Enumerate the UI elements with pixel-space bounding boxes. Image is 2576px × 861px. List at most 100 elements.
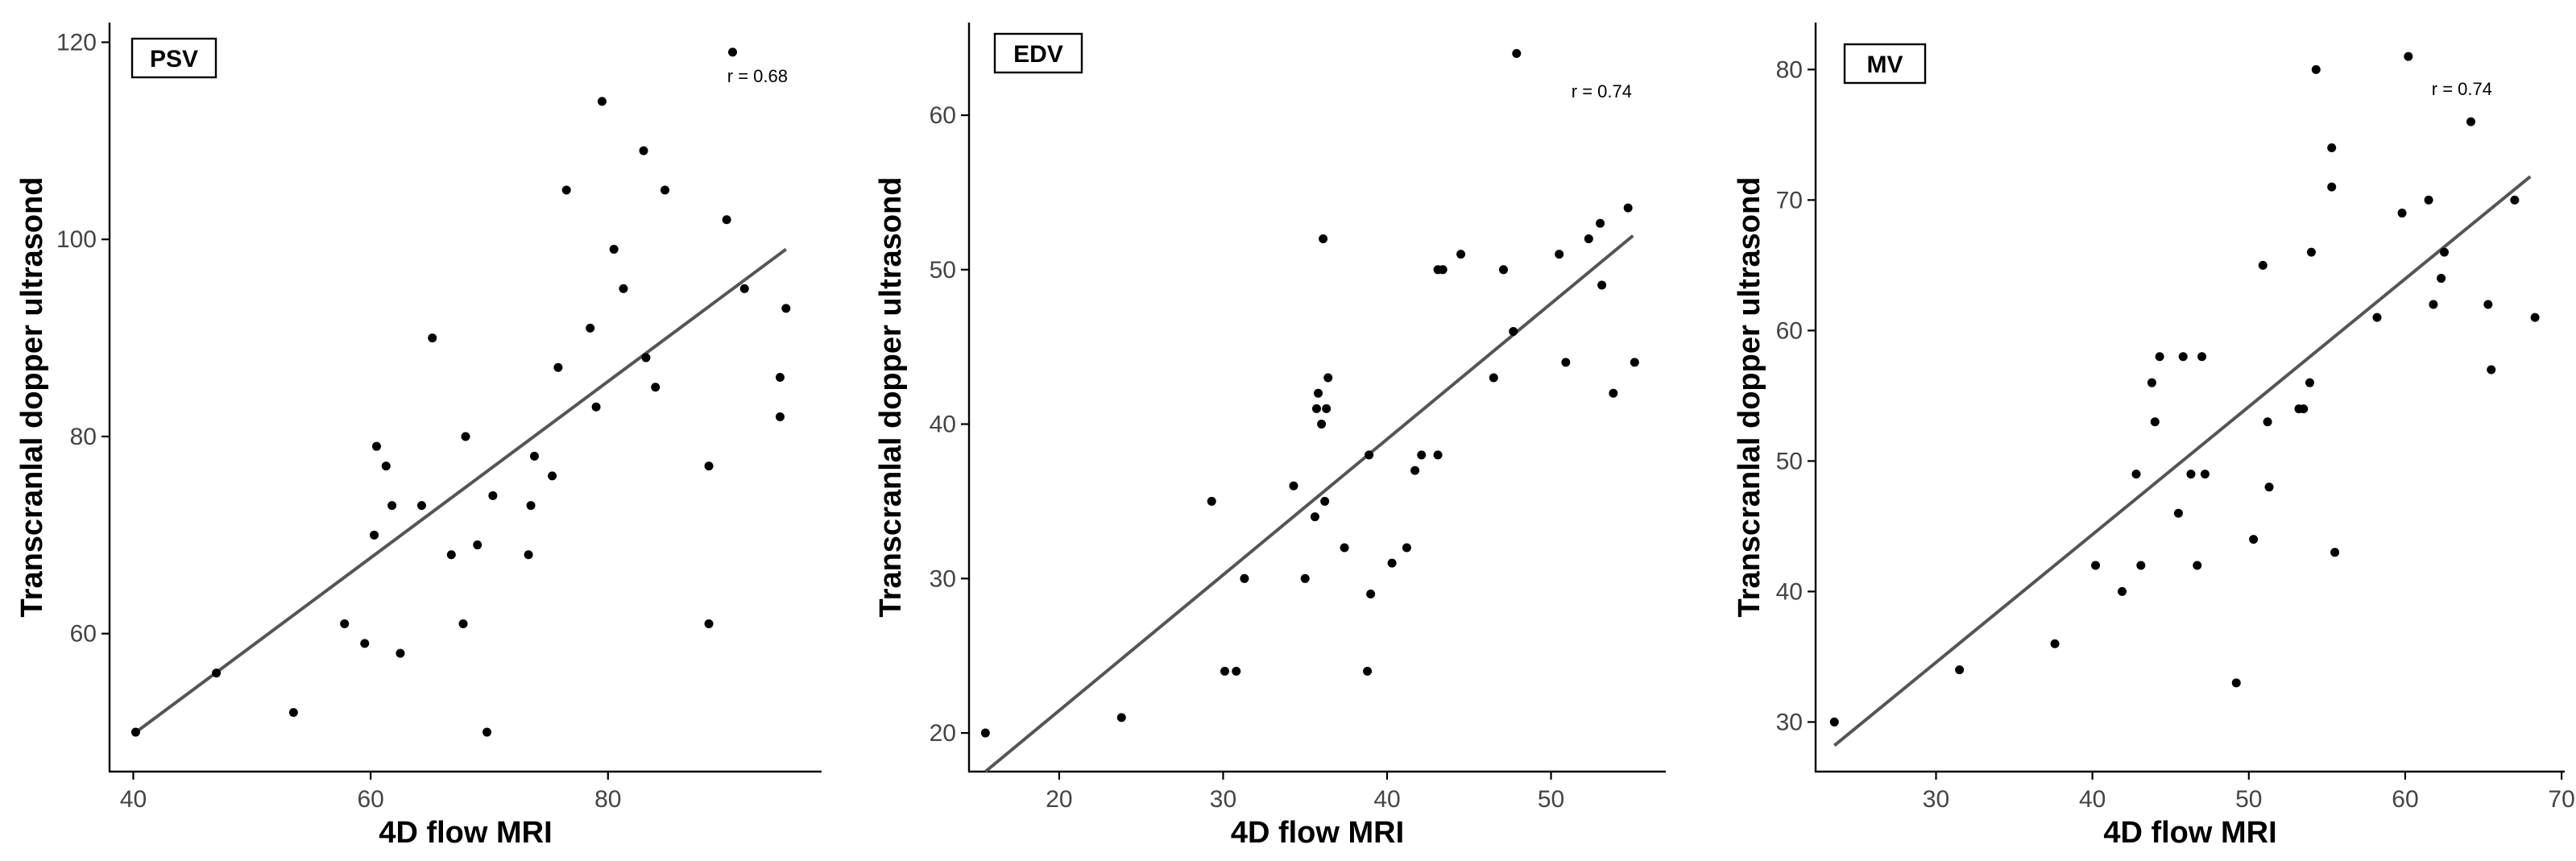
scatter-point <box>1311 404 1321 413</box>
x-tick-label: 60 <box>357 786 383 813</box>
scatter-point <box>2264 482 2274 492</box>
scatter-point <box>661 185 670 195</box>
scatter-point <box>1555 250 1564 259</box>
scatter-point <box>1955 665 1965 675</box>
scatter-point <box>2510 195 2520 205</box>
scatter-point <box>524 550 533 560</box>
y-tick-label: 20 <box>930 720 956 747</box>
scatter-point <box>1363 666 1373 676</box>
x-tick-label: 70 <box>2548 786 2574 813</box>
scatter-point <box>2429 300 2438 309</box>
scatter-point <box>1630 358 1639 367</box>
scatter-point <box>781 304 791 313</box>
y-tick-label: 100 <box>56 226 97 253</box>
x-axis-title: 4D flow MRI <box>2103 816 2276 850</box>
y-tick-label: 80 <box>1776 56 1803 83</box>
scatter-point <box>2263 417 2272 427</box>
scatter-point <box>651 383 661 392</box>
scatter-point <box>641 353 651 362</box>
scatter-point <box>1433 450 1443 460</box>
scatter-point <box>529 451 539 461</box>
scatter-point <box>2186 470 2196 479</box>
scatter-point <box>2306 247 2316 257</box>
x-tick-label: 80 <box>594 786 621 813</box>
scatter-point <box>2327 182 2337 192</box>
scatter-point <box>1220 666 1230 676</box>
scatter-point <box>2249 535 2259 544</box>
scatter-point <box>1340 543 1349 553</box>
scatter-point <box>2200 470 2209 479</box>
panel-tag-label: MV <box>1867 52 1903 78</box>
scatter-point <box>2404 52 2413 61</box>
scatter-point <box>1402 543 1411 553</box>
x-tick-label: 40 <box>2079 786 2106 813</box>
scatter-point <box>2299 404 2309 414</box>
scatter-point <box>2440 247 2450 257</box>
scatter-point <box>526 501 536 511</box>
scatter-point <box>775 412 785 421</box>
x-axis-title: 4D flow MRI <box>1231 816 1404 850</box>
scatter-point <box>2193 561 2202 570</box>
scatter-point <box>619 284 628 293</box>
scatter-point <box>2330 548 2340 557</box>
panel-psv: 40 60 80 60 80 100 120 4D flow MRI Transcranlal … <box>15 23 822 850</box>
scatter-point <box>1489 373 1498 383</box>
scatter-point <box>2197 352 2207 362</box>
scatter-point <box>1319 234 1328 243</box>
scatter-point <box>1499 265 1509 275</box>
correlation-annotation: r = 0.74 <box>2432 79 2492 99</box>
y-tick-label: 50 <box>930 257 956 284</box>
scatter-point <box>586 323 595 333</box>
y-tick-label: 30 <box>1776 709 1803 735</box>
scatter-point <box>1829 717 1839 726</box>
x-tick-label: 40 <box>1373 786 1400 813</box>
scatter-point <box>1561 358 1571 367</box>
scatter-point <box>2136 561 2146 570</box>
y-axis-title: Transcranlal dopper ultrasond <box>15 177 49 618</box>
scatter-point <box>1609 388 1618 398</box>
scatter-point <box>722 215 731 225</box>
scatter-point <box>704 462 714 471</box>
scatter-point <box>2155 352 2164 362</box>
scatter-point <box>370 530 379 540</box>
panel-tag-label: EDV <box>1013 41 1063 68</box>
scatter-point <box>428 333 437 343</box>
scatter-point <box>2483 300 2493 309</box>
scatter-point <box>2050 639 2060 648</box>
scatter-point <box>2397 209 2407 218</box>
y-tick-label: 50 <box>1776 448 1803 474</box>
scatter-point <box>553 362 563 372</box>
scatter-point <box>2487 365 2496 375</box>
scatter-point <box>130 727 140 737</box>
x-tick-label: 40 <box>120 786 147 813</box>
scatter-point <box>548 471 557 481</box>
scatter-point <box>2147 378 2156 387</box>
scatter-point <box>416 501 426 511</box>
scatter-point <box>2091 561 2101 570</box>
scatter-point <box>2424 195 2433 205</box>
scatter-point <box>396 648 405 658</box>
scatter-point <box>2311 64 2321 74</box>
scatter-point <box>288 708 298 718</box>
scatter-point <box>1438 265 1447 275</box>
panel-tag-box <box>1843 43 1927 85</box>
panel-tag-label: PSV <box>150 46 198 72</box>
x-tick-label: 30 <box>1210 786 1236 813</box>
scatter-point <box>1289 481 1298 491</box>
scatter-point <box>1310 512 1319 522</box>
scatter-point <box>473 540 482 550</box>
scatter-point <box>360 639 370 648</box>
y-tick-label: 40 <box>1776 578 1803 605</box>
regression-line <box>132 247 787 736</box>
scatter-point <box>2118 586 2127 596</box>
scatter-point <box>1584 234 1593 243</box>
scatter-point <box>212 669 222 678</box>
scatter-point <box>2327 143 2337 153</box>
scatter-point <box>2530 313 2540 322</box>
regression-line <box>1833 175 2532 747</box>
scatter-point <box>1596 218 1605 228</box>
scatter-point <box>446 550 456 560</box>
correlation-annotation: r = 0.74 <box>1572 81 1632 101</box>
scatter-point <box>1317 420 1327 429</box>
